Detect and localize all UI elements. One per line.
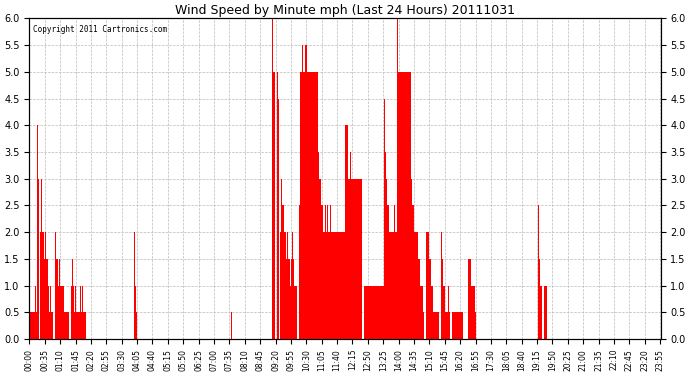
Title: Wind Speed by Minute mph (Last 24 Hours) 20111031: Wind Speed by Minute mph (Last 24 Hours)…	[175, 4, 515, 17]
Text: Copyright 2011 Cartronics.com: Copyright 2011 Cartronics.com	[32, 25, 167, 34]
